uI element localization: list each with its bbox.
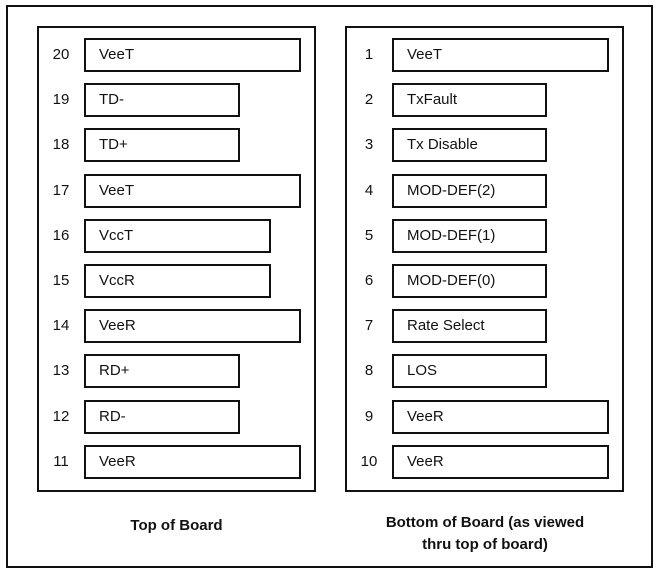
pin-label-box: VeeT [84,173,301,208]
pin-label-box: VeeT [84,38,301,72]
pin-row: 1 VeeT [347,38,622,72]
pin-number: 1 [364,46,374,63]
pin-number: 16 [52,226,70,244]
pin-label-box: TD+ [84,128,240,163]
pin-row: 19 TD- [39,83,314,118]
pin-number: 4 [364,181,374,199]
pin-label-box: VeeR [392,399,609,434]
pin-label-box: RD- [84,399,240,434]
pin-row: 14 VeeR [39,309,314,344]
pin-number: 6 [364,272,374,289]
pin-label-box: VeeR [84,309,301,344]
pin-label-box: MOD-DEF(1) [392,218,547,253]
pin-number: 10 [360,452,378,470]
pin-label-box: VeeR [392,444,609,479]
pin-row: 18 TD+ [39,128,314,163]
pin-row: 13 RD+ [39,354,314,389]
pin-row: 2 TxFault [347,83,622,118]
pin-number: 3 [364,136,374,154]
caption-line-1: Bottom of Board (as viewed [385,514,585,531]
pin-row: 20 VeeT [39,38,314,72]
pin-number: 9 [364,407,374,425]
pin-label-box: VccR [84,264,271,298]
pin-number: 2 [364,91,374,109]
pin-row: 12 RD- [39,399,314,434]
pin-number: 17 [52,181,70,199]
pin-row: 3 Tx Disable [347,128,622,163]
pin-label-box: MOD-DEF(2) [392,173,547,208]
pin-row: 5 MOD-DEF(1) [347,218,622,253]
pin-row: 7 Rate Select [347,309,622,344]
bottom-of-board-caption: Bottom of Board (as viewed thru top of b… [335,512,635,556]
pin-number: 15 [52,272,70,289]
pin-number: 19 [52,91,70,109]
pin-label-box: Rate Select [392,309,547,344]
top-of-board-panel: 20 VeeT 19 TD- 18 TD+ 17 VeeT 16 VccT 15 VccR 14 VeeR… [37,26,316,492]
pin-number: 11 [53,452,69,470]
pin-row: 4 MOD-DEF(2) [347,173,622,208]
pin-row: 9 VeeR [347,399,622,434]
caption-line-2: thru top of board) [422,536,548,553]
pin-label-box: TD- [84,83,240,118]
pin-row: 15 VccR [39,264,314,298]
pin-row: 10 VeeR [347,444,622,479]
outer-frame [6,5,653,568]
pin-number: 13 [52,362,70,380]
bottom-of-board-panel: 1 VeeT 2 TxFault 3 Tx Disable 4 MOD-DEF(2) 5 MOD-… [345,26,624,492]
pin-label-box: VeeT [392,38,609,72]
pin-row: 11 VeeR [39,444,314,479]
pin-label-box: RD+ [84,354,240,389]
top-of-board-caption: Top of Board [130,517,223,534]
pin-number: 7 [364,317,374,335]
pin-label-box: VccT [84,218,271,253]
pin-label-box: VeeR [84,444,301,479]
pin-row: 17 VeeT [39,173,314,208]
pin-number: 5 [364,226,374,244]
pin-label-box: TxFault [392,83,547,118]
pin-row: 6 MOD-DEF(0) [347,264,622,298]
pin-label-box: LOS [392,354,547,389]
pin-number: 20 [52,46,70,63]
pin-number: 18 [52,136,70,154]
pin-number: 14 [52,317,70,335]
pin-row: 8 LOS [347,354,622,389]
pin-row: 16 VccT [39,218,314,253]
pin-label-box: Tx Disable [392,128,547,163]
pin-label-box: MOD-DEF(0) [392,264,547,298]
pin-number: 8 [364,362,374,380]
pin-number: 12 [52,407,70,425]
